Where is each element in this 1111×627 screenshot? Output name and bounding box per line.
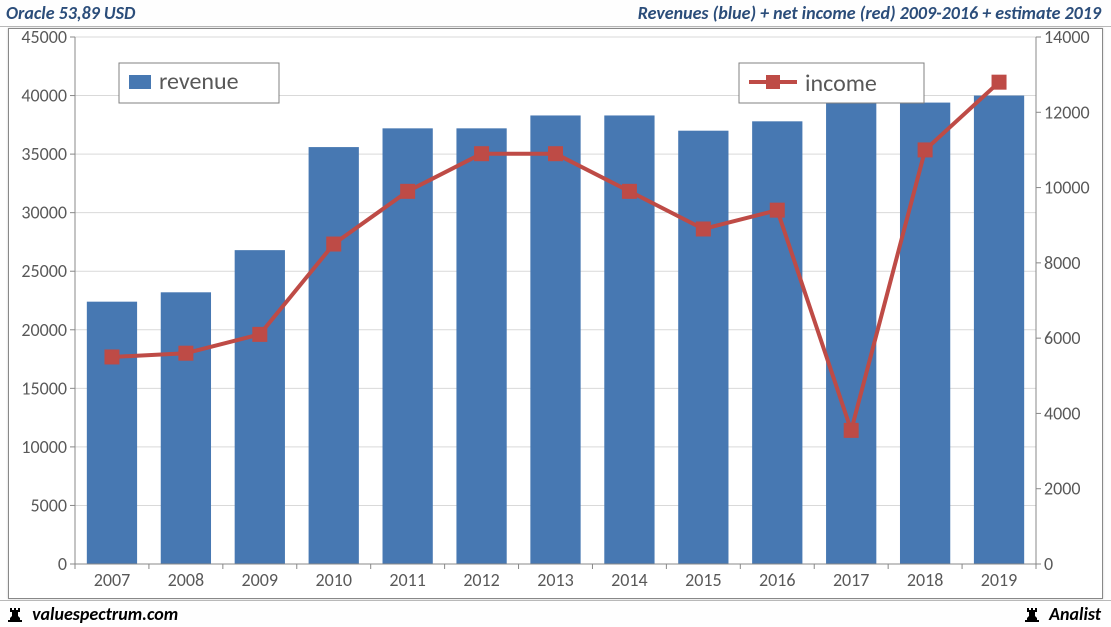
svg-text:2010: 2010 (315, 569, 352, 591)
svg-text:2013: 2013 (537, 569, 574, 591)
header-title-right: Revenues (blue) + net income (red) 2009-… (638, 2, 1101, 24)
footer-left-text: valuespectrum.com (32, 603, 178, 625)
svg-text:4000: 4000 (1044, 402, 1081, 424)
svg-text:10000: 10000 (1044, 177, 1090, 199)
svg-text:0: 0 (58, 553, 67, 575)
svg-text:2016: 2016 (759, 569, 796, 591)
svg-text:10000: 10000 (21, 436, 67, 458)
svg-text:14000: 14000 (1044, 29, 1090, 48)
svg-text:income: income (805, 69, 877, 98)
svg-text:2018: 2018 (907, 569, 944, 591)
svg-text:0: 0 (1044, 553, 1053, 575)
svg-text:2017: 2017 (833, 569, 870, 591)
svg-text:15000: 15000 (21, 377, 67, 399)
svg-text:2019: 2019 (981, 569, 1018, 591)
svg-text:35000: 35000 (21, 143, 67, 165)
rook-icon (6, 605, 24, 623)
footer-left: valuespectrum.com (6, 603, 178, 625)
header-title-left: Oracle 53,89 USD (6, 2, 135, 24)
svg-text:2008: 2008 (168, 569, 205, 591)
svg-text:20000: 20000 (21, 319, 67, 341)
svg-text:2007: 2007 (94, 569, 131, 591)
plot-frame: 0500010000150002000025000300003500040000… (8, 28, 1103, 599)
svg-text:30000: 30000 (21, 202, 67, 224)
svg-text:2015: 2015 (685, 569, 722, 591)
svg-text:45000: 45000 (21, 29, 67, 48)
chart-root: Oracle 53,89 USD Revenues (blue) + net i… (0, 0, 1111, 627)
svg-text:8000: 8000 (1044, 252, 1081, 274)
svg-text:2012: 2012 (463, 569, 500, 591)
svg-text:25000: 25000 (21, 260, 67, 282)
svg-text:40000: 40000 (21, 85, 67, 107)
chart-header: Oracle 53,89 USD Revenues (blue) + net i… (0, 0, 1111, 27)
rook-icon (1023, 605, 1041, 623)
svg-text:2014: 2014 (611, 569, 648, 591)
svg-text:5000: 5000 (31, 494, 68, 516)
svg-text:2000: 2000 (1044, 478, 1081, 500)
svg-text:12000: 12000 (1044, 101, 1090, 123)
footer-right-text: Analist (1049, 603, 1101, 625)
svg-text:revenue: revenue (159, 67, 239, 96)
chart-footer: valuespectrum.com Analist (0, 600, 1111, 627)
svg-text:2009: 2009 (242, 569, 279, 591)
svg-text:6000: 6000 (1044, 327, 1081, 349)
svg-text:2011: 2011 (389, 569, 426, 591)
plot-svg: 0500010000150002000025000300003500040000… (9, 29, 1102, 598)
footer-right: Analist (1023, 603, 1101, 625)
